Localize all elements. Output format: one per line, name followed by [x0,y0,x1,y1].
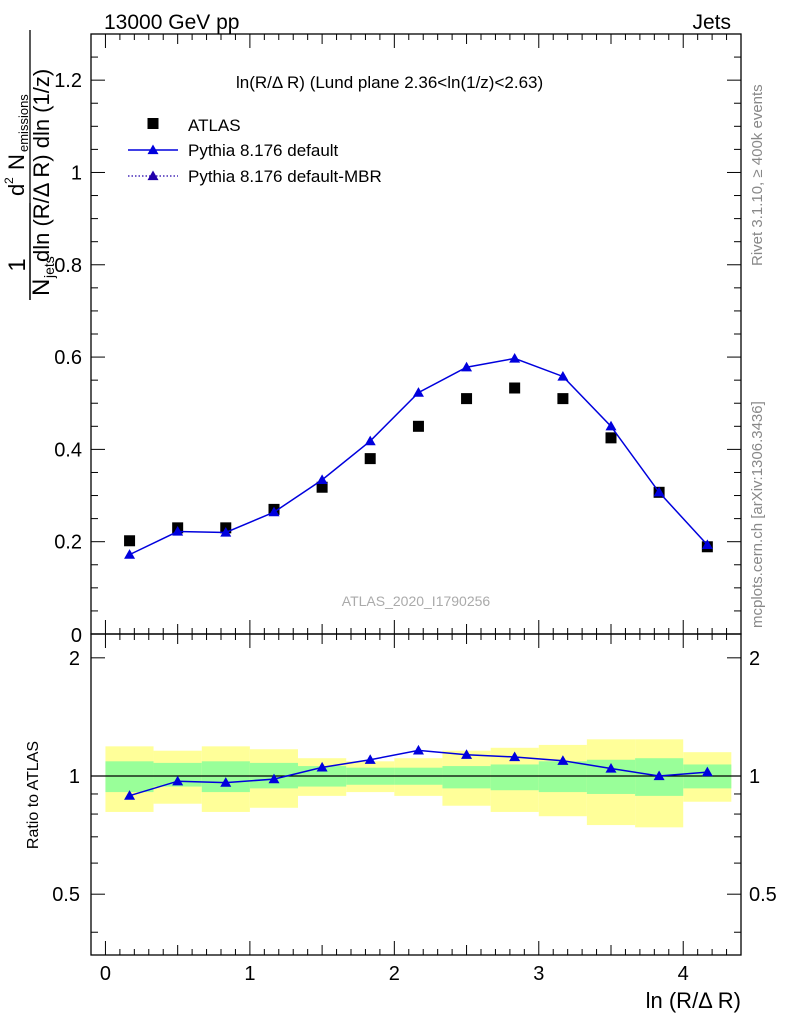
x-tick-label: 0 [100,963,111,985]
ratio-pythia-point [412,744,424,755]
x-tick-label: 4 [678,963,689,985]
pythia-default-point [509,352,521,363]
ylabel-one: 1 [4,258,31,271]
ratio-pythia-point [701,766,713,777]
ratio-y-tick-label-left: 2 [69,648,80,670]
energy-label: 13000 GeV pp [104,11,239,34]
legend-atlas-marker [147,118,159,129]
ratio-y-tick-label-left: 1 [69,766,80,788]
atlas-data-point [461,393,473,405]
x-tick-label: 2 [389,963,400,985]
ratio-y-tick-label-right: 2 [749,648,760,670]
main-y-tick-label: 0 [71,625,82,647]
ratio-pythia-point [220,777,232,787]
axes-layer [90,33,742,956]
pythia-default-point [364,435,376,446]
rivet-version-label: Rivet 3.1.10, ≥ 400k events [749,84,766,266]
ratio-y-tick-label-left: 0.5 [52,884,80,906]
main-y-tick-label: 0.6 [54,347,82,369]
ylabel-superscript: 2 [2,177,16,184]
main-y-tick-label: 0.4 [54,439,82,461]
pythia-default-point [701,539,713,550]
x-tick-label: 3 [533,963,544,985]
main-y-tick-label: 1 [71,162,82,184]
atlas-data-point [557,393,569,405]
atlas-data-point [509,382,521,394]
pythia-default-point [220,526,232,537]
pythia-default-point [316,474,328,484]
text-layer: 0 1 2 3 4 0 0.2 0.4 0.6 0.8 1 1.2 0.5 0.5 1 1 2 2 ATLAS Pyt… [2,11,777,1013]
main-y-tick-label: 0.2 [54,532,82,554]
ratio-pythia-point [653,770,665,781]
ratio-pythia-point [605,763,617,773]
x-tick-label: 1 [244,963,255,985]
legend-atlas-label: ATLAS [188,116,241,135]
ylabel-emissions-subscript: emissions [16,94,31,152]
legend-pythia-mbr-marker [147,170,159,181]
pythia-default-point [268,506,280,517]
pythia-default-point [605,420,617,431]
ratio-band-inner [153,762,202,787]
pythia-default-point [557,370,569,381]
x-axis-label: ln (R/Δ R) [646,988,741,1013]
ratio-pythia-point [461,749,473,759]
legend-pythia-mbr-label: Pythia 8.176 default-MBR [188,167,382,186]
ylabel-n: N [28,279,55,296]
process-label: Jets [692,11,731,34]
legend-pythia-default-marker [147,144,159,155]
pythia-default-point [653,486,665,497]
pythia-default-point [124,549,136,559]
ratio-y-tick-label-right: 1 [749,766,760,788]
ylabel-d: d [4,184,29,196]
pythia-default-point [412,387,424,397]
plot-title: ln(R/Δ R) (Lund plane 2.36<ln(1/z)<2.63) [236,73,543,92]
ylabel-n2: N [4,154,29,170]
ratio-band-inner [442,766,491,789]
atlas-data-point [364,453,376,465]
ratio-bands-layer [105,739,732,828]
ratio-band-inner [201,761,250,793]
pythia-default-point [172,526,184,536]
atlas-data-point [124,535,136,547]
main-y-tick-label: 0.8 [54,255,82,277]
ylabel-jets-subscript: jets [41,256,57,279]
main-y-tick-label: 1.2 [54,70,82,92]
ratio-y-axis-label: Ratio to ATLAS [25,741,42,849]
ratio-pythia-point [509,751,521,762]
pythia-default-point [461,361,473,372]
ratio-pythia-point [172,775,184,786]
legend-pythia-default-label: Pythia 8.176 default [188,141,339,160]
ratio-y-tick-label-right: 0.5 [749,884,777,906]
analysis-watermark: ATLAS_2020_I1790256 [342,593,491,609]
ratio-band-inner [105,761,154,793]
ratio-pythia-point [557,755,569,765]
atlas-data-point [316,481,328,493]
mcplots-label: mcplots.cern.ch [arXiv:1306.3436] [749,401,766,628]
ylabel-denominator: dln (R/Δ R) dln (1/z) [29,69,54,262]
ratio-pythia-point [364,754,376,764]
ratio-plot-frame [90,633,742,956]
ratio-pythia-point [124,790,136,800]
ratio-band-inner [538,761,587,793]
ratio-pythia-point [316,761,328,772]
atlas-data-point [412,420,424,432]
ratio-band-inner [490,764,539,791]
series-layer [124,352,713,800]
ratio-pythia-point [268,773,280,784]
atlas-data-point [605,432,617,444]
